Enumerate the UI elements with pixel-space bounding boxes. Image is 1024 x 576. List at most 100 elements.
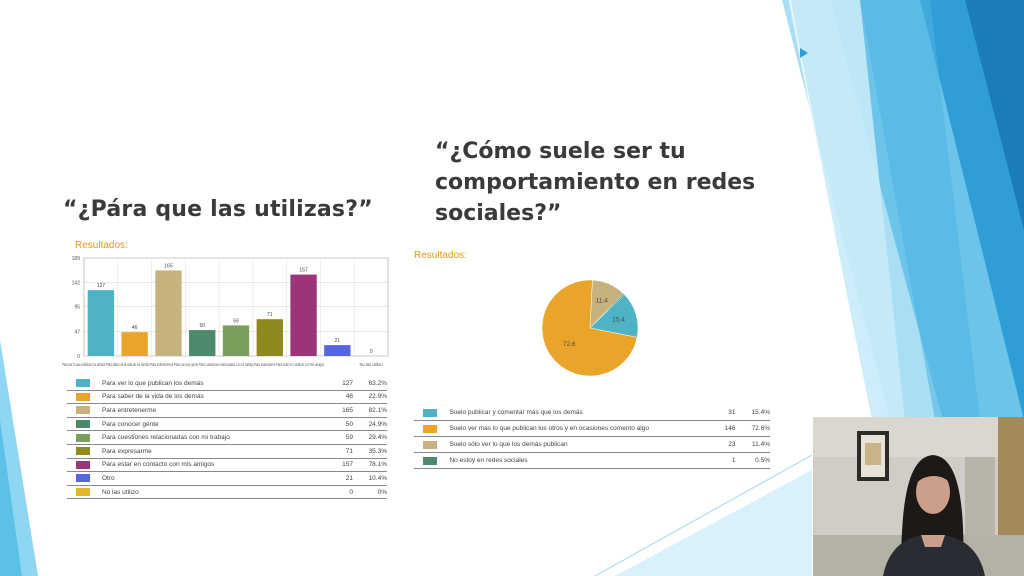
legend-swatch — [76, 420, 90, 429]
y-tick-label: 95 — [74, 305, 80, 311]
y-tick-label: 47 — [74, 330, 80, 336]
legend-swatch — [76, 460, 90, 469]
pie-slice — [541, 279, 638, 377]
legend-swatch-cell — [414, 452, 450, 469]
legend-percent: 35.3% — [353, 444, 387, 459]
legend-swatch-cell — [67, 444, 102, 459]
legend-swatch — [76, 474, 90, 483]
legend-count: 127 — [331, 377, 354, 391]
legend-swatch-cell — [67, 458, 102, 473]
legend-percent: 0.5% — [735, 452, 770, 469]
legend-label: Para saber de la vida de los demás — [101, 390, 332, 405]
legend-label: Suelo publicar y comentar más que los de… — [449, 405, 714, 421]
legend-row: Para saber de la vida de los demás 46 22.9… — [67, 390, 387, 405]
bar-value-label: 46 — [132, 325, 138, 331]
legend-label: Para expresarme — [101, 444, 332, 459]
legend-swatch — [76, 447, 90, 456]
webcam-video-overlay — [813, 417, 1024, 576]
legend-row: No las utilizo 0 0% — [67, 485, 387, 500]
bar-value-label: 71 — [267, 312, 273, 318]
legend-percent: 78.1% — [353, 458, 387, 473]
legend-row: Otro 21 10.4% — [67, 471, 387, 486]
legend-label: Suelo sólo ver lo que los demás publican — [449, 436, 714, 453]
results-label-left: Resultados: — [75, 240, 128, 251]
title-right-line: comportamiento en redes — [435, 170, 756, 195]
legend-swatch — [423, 424, 437, 433]
legend-swatch — [76, 392, 90, 401]
legend-label: Para estar en contacto con mis amigos — [101, 458, 332, 473]
legend-swatch-cell — [414, 420, 450, 437]
legend-count: 157 — [331, 458, 354, 473]
legend-percent: 15.4% — [735, 405, 770, 421]
x-tick-label: No las utilizo — [360, 362, 384, 367]
bar-value-label: 50 — [199, 323, 205, 329]
legend-count: 0 — [331, 485, 354, 500]
bar-chart: 0 47 95 142 189 127 46 165 50 59 71 157 21 0 Para ver … — [62, 256, 389, 367]
pie-data-label: 11.4 — [596, 298, 609, 305]
legend-row: Para cuestiones relacionadas con mi trab… — [67, 430, 387, 445]
legend-percent: 11.4% — [735, 436, 770, 453]
legend-row: Para conocer gente 50 24.9% — [67, 417, 387, 432]
legend-label: Para entretenerme — [101, 403, 332, 418]
legend-row: Suelo ver más lo que publican los otros … — [414, 420, 770, 437]
pie-data-label: 72.6 — [563, 341, 576, 348]
legend-swatch — [423, 440, 437, 449]
y-tick-label: 0 — [77, 354, 80, 360]
legend-label: Para cuestiones relacionadas con mi trab… — [101, 430, 332, 445]
title-right-line: sociales?” — [435, 201, 562, 226]
webcam-person-image — [813, 417, 1024, 576]
legend-percent: 72.6% — [735, 420, 770, 437]
legend-count: 46 — [331, 390, 354, 405]
bar — [290, 274, 317, 356]
title-right-line: “¿Cómo suele ser tu — [435, 139, 686, 164]
legend-swatch-cell — [67, 377, 102, 391]
bar — [87, 290, 115, 356]
legend-label: Para ver lo que publican los demás — [101, 377, 332, 391]
legend-percent: 22.9% — [353, 390, 387, 405]
legend-row: Para expresarme 71 35.3% — [67, 444, 387, 459]
legend-percent: 29.4% — [353, 430, 387, 445]
legend-table-right: Suelo publicar y comentar más que los de… — [414, 405, 770, 469]
slide-title-right: “¿Cómo suele ser tu comportamiento en re… — [435, 136, 775, 229]
legend-label: Otro — [101, 471, 332, 486]
legend-swatch-cell — [67, 390, 102, 405]
legend-count: 165 — [331, 403, 354, 418]
legend-swatch — [76, 488, 90, 497]
legend-row: Para estar en contacto con mis amigos 157… — [67, 458, 387, 473]
legend-row: Suelo publicar y comentar más que los de… — [414, 405, 770, 421]
bar — [121, 332, 148, 356]
legend-swatch-cell — [67, 471, 102, 486]
bar — [222, 325, 250, 356]
x-tick-labels: Para ver lo que publican los demás Para … — [62, 362, 324, 367]
legend-swatch-cell — [67, 485, 102, 500]
bar — [189, 330, 216, 356]
bar-value-label: 157 — [299, 268, 308, 274]
legend-percent: 0% — [353, 485, 387, 500]
legend-count: 71 — [331, 444, 354, 459]
legend-row: Para ver lo que publican los demás 127 63.… — [67, 377, 387, 391]
legend-swatch-cell — [67, 417, 102, 432]
legend-swatch-cell — [414, 405, 450, 421]
legend-percent: 10.4% — [353, 471, 387, 486]
results-label-right: Resultados: — [414, 250, 467, 261]
legend-row: Para entretenerme 165 82.1% — [67, 403, 387, 418]
y-tick-label: 142 — [72, 280, 81, 286]
legend-label: No estoy en redes sociales — [449, 452, 714, 469]
legend-row: No estoy en redes sociales 1 0.5% — [414, 452, 770, 469]
legend-swatch — [76, 379, 90, 388]
bar — [324, 345, 351, 356]
legend-label: Para conocer gente — [101, 417, 332, 432]
legend-swatch-cell — [67, 430, 102, 445]
legend-count: 23 — [713, 436, 736, 453]
bar-value-label: 59 — [233, 318, 239, 324]
legend-label: Suelo ver más lo que publican los otros … — [449, 420, 714, 437]
bar-value-label: 127 — [97, 283, 106, 289]
pie-slice — [589, 294, 639, 338]
legend-count: 59 — [331, 430, 354, 445]
legend-swatch — [76, 406, 90, 415]
legend-label: No las utilizo — [101, 485, 332, 500]
pie-chart: 11.4 15.4 72.6 — [541, 279, 639, 377]
legend-percent: 63.2% — [353, 377, 387, 391]
legend-swatch — [423, 408, 437, 417]
legend-count: 146 — [713, 420, 736, 437]
